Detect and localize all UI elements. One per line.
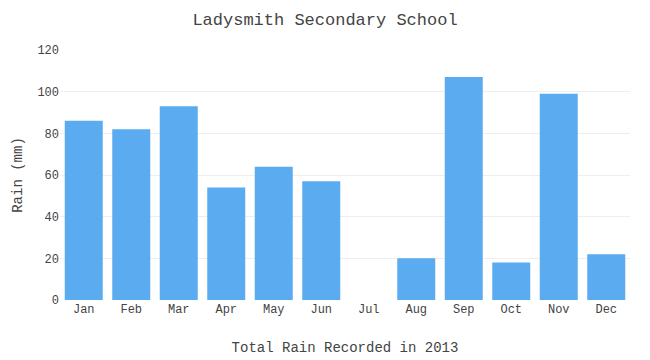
svg-text:60: 60 <box>45 169 59 183</box>
svg-text:100: 100 <box>37 86 59 100</box>
svg-text:Sep: Sep <box>453 303 475 317</box>
svg-text:Ladysmith Secondary School: Ladysmith Secondary School <box>192 11 457 30</box>
svg-text:Oct: Oct <box>500 303 522 317</box>
svg-text:Rain (mm): Rain (mm) <box>10 137 26 213</box>
svg-text:20: 20 <box>45 253 59 267</box>
svg-text:Mar: Mar <box>168 303 190 317</box>
svg-text:Feb: Feb <box>120 303 142 317</box>
svg-text:Jul: Jul <box>358 303 380 317</box>
svg-text:Jun: Jun <box>310 303 332 317</box>
svg-text:40: 40 <box>45 211 59 225</box>
svg-text:May: May <box>263 303 285 317</box>
svg-text:Apr: Apr <box>215 303 237 317</box>
svg-text:80: 80 <box>45 128 59 142</box>
svg-text:Jan: Jan <box>73 303 95 317</box>
svg-text:Total Rain Recorded in 2013: Total Rain Recorded in 2013 <box>232 340 459 356</box>
svg-text:Nov: Nov <box>548 303 570 317</box>
svg-text:Dec: Dec <box>595 303 617 317</box>
svg-text:120: 120 <box>37 44 59 58</box>
svg-text:0: 0 <box>52 294 59 308</box>
svg-text:Aug: Aug <box>405 303 427 317</box>
